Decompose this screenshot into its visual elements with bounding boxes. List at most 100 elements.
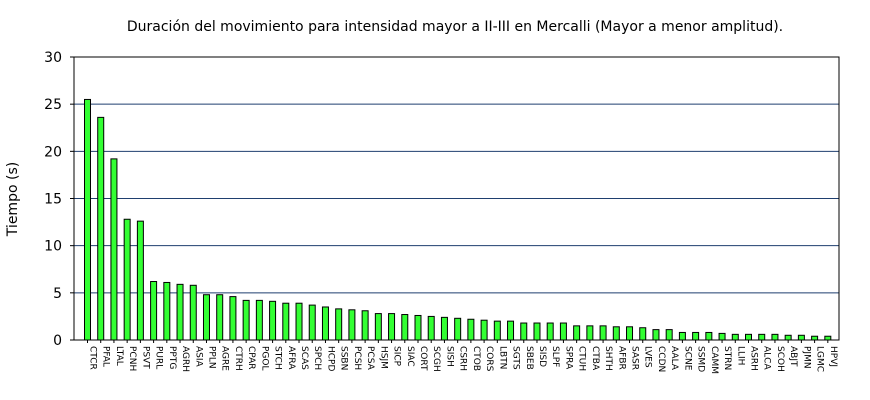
x-tick-label: HCPD xyxy=(325,346,335,371)
y-tick-label: 15 xyxy=(44,192,62,208)
x-tick-label: CTRH xyxy=(233,346,243,371)
chart-title: Duración del movimiento para intensidad … xyxy=(127,19,783,35)
x-tick-label: SHTH xyxy=(603,346,613,371)
bar-pjmn xyxy=(797,334,805,341)
grid-lines xyxy=(74,103,839,294)
bar-ccdn xyxy=(652,329,660,341)
bar-cors xyxy=(480,319,488,341)
x-tick-label: STRN xyxy=(722,346,732,370)
bar-aala xyxy=(665,329,673,341)
bar-pcsh xyxy=(348,309,356,341)
bar-scgh xyxy=(427,315,435,341)
bar-strn xyxy=(718,332,726,341)
x-tick-label: AFBR xyxy=(616,346,626,370)
bar-hpvj xyxy=(824,335,832,341)
x-tick-label: SIAC xyxy=(405,346,415,367)
bar-ctrh xyxy=(229,296,237,341)
bar-sicp xyxy=(388,313,396,341)
bar-sish xyxy=(440,316,448,341)
x-tick-label: SSBN xyxy=(339,346,349,370)
bar-slpf xyxy=(546,322,554,341)
bar-afra xyxy=(282,302,290,341)
bar-sgts xyxy=(507,320,515,341)
y-tick-label: 30 xyxy=(44,50,62,66)
bar-pfal xyxy=(97,116,105,341)
x-tick-label: CPAR xyxy=(246,346,256,370)
bar-scne xyxy=(678,331,686,341)
x-tick-label: CORT xyxy=(418,346,428,371)
x-tick-label: PFAL xyxy=(101,346,111,367)
bar-lgmc xyxy=(811,335,819,341)
x-tick-label: SASR xyxy=(630,346,640,370)
bar-scoh xyxy=(771,333,779,341)
x-tick-label: HSJM xyxy=(378,346,388,369)
x-tick-label: LVES xyxy=(643,346,653,368)
bar-agrh xyxy=(176,283,184,341)
bar-stch xyxy=(269,300,277,341)
x-tick-label: ABJT xyxy=(788,346,798,367)
bar-ssmd xyxy=(692,331,700,341)
x-tick-label: PGOL xyxy=(259,346,269,371)
x-tick-label: SCOH xyxy=(775,346,785,372)
bar-spra xyxy=(559,322,567,341)
bar-spch xyxy=(308,304,316,341)
bar-scas xyxy=(295,302,303,341)
x-tick-label: PPLN xyxy=(206,346,216,369)
x-tick-label: PPTG xyxy=(167,346,177,369)
x-tick-label: CTBA xyxy=(590,346,600,371)
x-tick-label: HPVJ xyxy=(828,346,838,367)
y-tick-label: 5 xyxy=(53,286,62,302)
x-tick-label: SISD xyxy=(537,346,547,367)
bar-asia xyxy=(189,284,197,341)
bar-asrh xyxy=(745,333,752,341)
x-tick-label: CTUH xyxy=(577,346,587,371)
x-tick-label: SCAS xyxy=(299,346,309,370)
x-tick-label: LTAL xyxy=(114,346,124,366)
x-tick-label: AALA xyxy=(669,346,679,371)
bar-lves xyxy=(639,327,647,341)
bar-purl xyxy=(150,281,158,341)
x-tick-label: SPCH xyxy=(312,346,322,370)
x-tick-label: CTOB xyxy=(471,346,481,371)
x-tick-label: STCH xyxy=(273,346,283,370)
x-tick-label: AGRE xyxy=(220,346,230,371)
bar-hcpd xyxy=(321,306,329,341)
bar-afbr xyxy=(612,326,620,341)
x-tick-label: ASIA xyxy=(193,346,203,368)
x-tick-label: SBEB xyxy=(524,346,534,370)
x-tick-label: PCSH xyxy=(352,346,362,370)
x-tick-label: ASRH xyxy=(749,346,759,371)
y-axis-label: Tiempo (s) xyxy=(5,162,21,237)
bar-sisd xyxy=(533,322,541,341)
bar-ctob xyxy=(467,318,475,341)
x-tick-label: SICP xyxy=(392,346,402,367)
x-tick-label: PJMN xyxy=(801,346,811,369)
x-tick-label: PCSA xyxy=(365,346,375,371)
bar-sasr xyxy=(626,326,634,341)
y-axis-ticks: 0 5 10 15 20 25 30 xyxy=(44,50,74,349)
bar-pgol xyxy=(255,299,263,341)
x-tick-label: SPRA xyxy=(563,346,573,370)
x-tick-label: SSMD xyxy=(696,346,706,372)
x-tick-label: CTCR xyxy=(88,346,98,370)
bar-alca xyxy=(758,333,766,341)
x-tick-label: PSVT xyxy=(140,346,150,369)
x-tick-label: LGMC xyxy=(815,346,825,372)
bar-ltal xyxy=(110,158,118,341)
x-tick-label: CAMM xyxy=(709,346,719,374)
bar-pcnh xyxy=(123,218,131,341)
bar-camm xyxy=(705,331,713,341)
x-axis-ticks: CTCR PFAL LTAL PCNH PSVT PURL PPTG AGRH ASIA PPLN… xyxy=(87,340,838,374)
bar-ctba xyxy=(586,325,594,341)
y-tick-label: 20 xyxy=(44,144,62,160)
y-tick-label: 0 xyxy=(53,333,62,349)
bar-pptg xyxy=(163,281,171,341)
x-tick-label: SGTS xyxy=(511,346,521,370)
bar-abjt xyxy=(784,334,792,341)
x-tick-label: SCNE xyxy=(682,346,692,371)
bar-psvt xyxy=(136,220,144,341)
bar-ctcr xyxy=(84,98,91,341)
bar-shth xyxy=(599,325,607,341)
bar-ssbn xyxy=(335,308,343,341)
bar-cort xyxy=(414,314,422,341)
